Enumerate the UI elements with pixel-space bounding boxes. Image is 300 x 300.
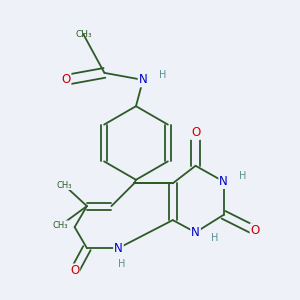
Text: O: O bbox=[61, 74, 70, 86]
Text: O: O bbox=[250, 224, 260, 237]
Text: H: H bbox=[239, 171, 247, 181]
Text: H: H bbox=[211, 232, 218, 243]
Text: CH₃: CH₃ bbox=[53, 221, 68, 230]
Text: N: N bbox=[139, 74, 147, 86]
Text: H: H bbox=[159, 70, 166, 80]
Text: N: N bbox=[191, 226, 200, 239]
Text: H: H bbox=[118, 259, 126, 269]
Text: CH₃: CH₃ bbox=[75, 30, 92, 39]
Text: O: O bbox=[191, 126, 200, 139]
Text: N: N bbox=[219, 175, 228, 188]
Text: O: O bbox=[70, 264, 79, 278]
Text: N: N bbox=[114, 242, 123, 255]
Text: CH₃: CH₃ bbox=[56, 181, 72, 190]
